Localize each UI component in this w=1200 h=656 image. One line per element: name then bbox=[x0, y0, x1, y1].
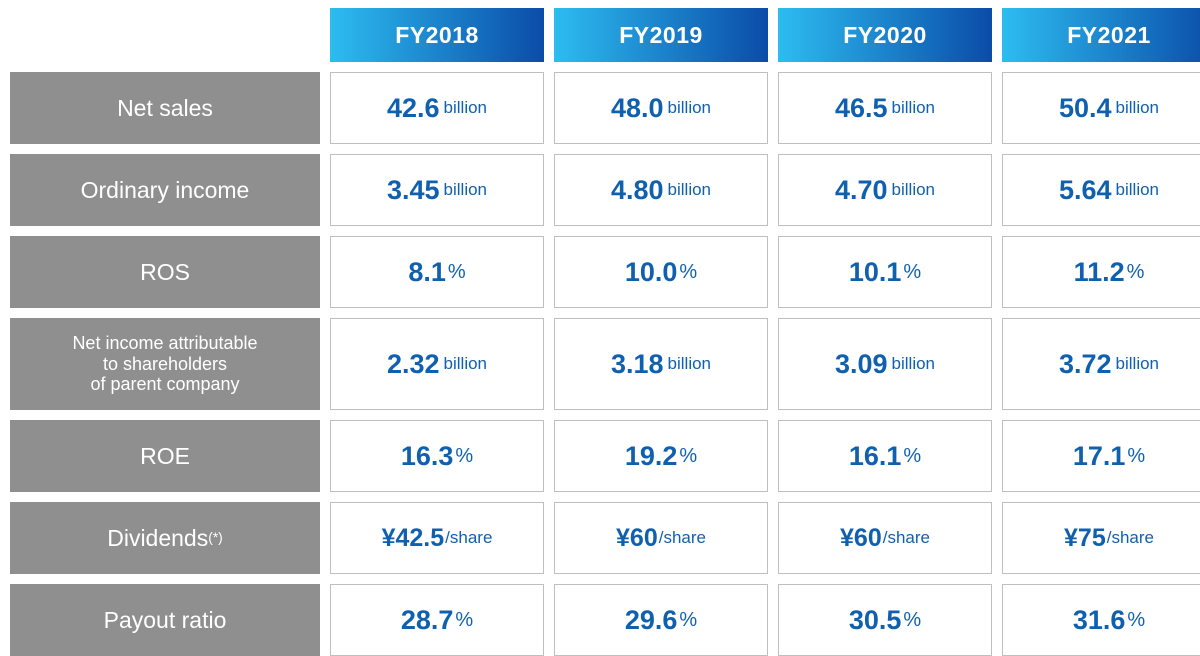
cell-unit: billion bbox=[444, 354, 487, 374]
data-cell: 31.6% bbox=[1002, 584, 1200, 656]
data-cell: 4.80billion bbox=[554, 154, 768, 226]
cell-value: ¥42.5 bbox=[382, 524, 445, 553]
data-cell: 3.72billion bbox=[1002, 318, 1200, 410]
cell-unit: % bbox=[903, 609, 921, 632]
row-header: Net income attributableto shareholdersof… bbox=[10, 318, 320, 410]
cell-value: 5.64 bbox=[1059, 175, 1112, 206]
cell-unit: /share bbox=[883, 528, 930, 548]
cell-value: 8.1 bbox=[408, 257, 446, 288]
cell-value: 4.80 bbox=[611, 175, 664, 206]
data-cell: 3.45billion bbox=[330, 154, 544, 226]
column-header: FY2019 bbox=[554, 8, 768, 62]
data-cell: 3.09billion bbox=[778, 318, 992, 410]
data-cell: 28.7% bbox=[330, 584, 544, 656]
cell-unit: billion bbox=[1116, 98, 1159, 118]
data-cell: ¥75/share bbox=[1002, 502, 1200, 574]
cell-unit: % bbox=[679, 445, 697, 468]
data-cell: 19.2% bbox=[554, 420, 768, 492]
data-cell: ¥60/share bbox=[778, 502, 992, 574]
cell-value: 4.70 bbox=[835, 175, 888, 206]
cell-unit: billion bbox=[1116, 354, 1159, 374]
data-cell: 4.70billion bbox=[778, 154, 992, 226]
cell-unit: % bbox=[903, 445, 921, 468]
cell-value: 29.6 bbox=[625, 605, 678, 636]
cell-unit: billion bbox=[1116, 180, 1159, 200]
cell-unit: % bbox=[903, 261, 921, 284]
cell-unit: % bbox=[679, 609, 697, 632]
data-cell: 5.64billion bbox=[1002, 154, 1200, 226]
cell-value: 17.1 bbox=[1073, 441, 1126, 472]
cell-unit: % bbox=[1127, 609, 1145, 632]
cell-unit: % bbox=[1127, 445, 1145, 468]
row-header: Dividends(*) bbox=[10, 502, 320, 574]
cell-value: ¥75 bbox=[1064, 524, 1106, 553]
cell-value: 28.7 bbox=[401, 605, 454, 636]
cell-unit: billion bbox=[668, 98, 711, 118]
cell-value: 16.1 bbox=[849, 441, 902, 472]
cell-value: 50.4 bbox=[1059, 93, 1112, 124]
cell-value: 48.0 bbox=[611, 93, 664, 124]
cell-unit: % bbox=[455, 445, 473, 468]
row-header: ROS bbox=[10, 236, 320, 308]
cell-value: 2.32 bbox=[387, 349, 440, 380]
cell-value: 16.3 bbox=[401, 441, 454, 472]
column-header: FY2021 bbox=[1002, 8, 1200, 62]
column-header: FY2018 bbox=[330, 8, 544, 62]
data-cell: 46.5billion bbox=[778, 72, 992, 144]
cell-unit: /share bbox=[445, 528, 492, 548]
data-cell: 2.32billion bbox=[330, 318, 544, 410]
row-header: Payout ratio bbox=[10, 584, 320, 656]
data-cell: 10.1% bbox=[778, 236, 992, 308]
cell-unit: billion bbox=[444, 98, 487, 118]
financial-table: FY2018FY2019FY2020FY2021Net sales42.6bil… bbox=[10, 8, 1190, 656]
cell-value: 3.09 bbox=[835, 349, 888, 380]
data-cell: 48.0billion bbox=[554, 72, 768, 144]
data-cell: 3.18billion bbox=[554, 318, 768, 410]
data-cell: 42.6billion bbox=[330, 72, 544, 144]
row-header: ROE bbox=[10, 420, 320, 492]
data-cell: 50.4billion bbox=[1002, 72, 1200, 144]
cell-unit: % bbox=[1127, 261, 1145, 284]
cell-value: 3.45 bbox=[387, 175, 440, 206]
data-cell: 16.3% bbox=[330, 420, 544, 492]
cell-value: 30.5 bbox=[849, 605, 902, 636]
row-header: Net sales bbox=[10, 72, 320, 144]
data-cell: ¥60/share bbox=[554, 502, 768, 574]
cell-unit: billion bbox=[668, 180, 711, 200]
data-cell: ¥42.5/share bbox=[330, 502, 544, 574]
cell-unit: % bbox=[679, 261, 697, 284]
cell-value: 11.2 bbox=[1074, 257, 1125, 288]
cell-value: 10.1 bbox=[849, 257, 902, 288]
cell-value: 46.5 bbox=[835, 93, 888, 124]
data-cell: 8.1% bbox=[330, 236, 544, 308]
data-cell: 11.2% bbox=[1002, 236, 1200, 308]
cell-unit: /share bbox=[659, 528, 706, 548]
cell-value: 42.6 bbox=[387, 93, 440, 124]
cell-value: 3.18 bbox=[611, 349, 664, 380]
column-header: FY2020 bbox=[778, 8, 992, 62]
cell-unit: % bbox=[455, 609, 473, 632]
data-cell: 29.6% bbox=[554, 584, 768, 656]
cell-unit: billion bbox=[892, 180, 935, 200]
table-corner bbox=[10, 8, 320, 62]
cell-unit: billion bbox=[892, 98, 935, 118]
data-cell: 30.5% bbox=[778, 584, 992, 656]
cell-value: 10.0 bbox=[625, 257, 678, 288]
cell-unit: /share bbox=[1107, 528, 1154, 548]
data-cell: 17.1% bbox=[1002, 420, 1200, 492]
cell-value: 19.2 bbox=[625, 441, 678, 472]
cell-value: 3.72 bbox=[1059, 349, 1112, 380]
cell-unit: billion bbox=[892, 354, 935, 374]
cell-value: 31.6 bbox=[1073, 605, 1126, 636]
cell-unit: % bbox=[448, 261, 466, 284]
cell-unit: billion bbox=[444, 180, 487, 200]
cell-unit: billion bbox=[668, 354, 711, 374]
data-cell: 10.0% bbox=[554, 236, 768, 308]
cell-value: ¥60 bbox=[840, 524, 882, 553]
row-header: Ordinary income bbox=[10, 154, 320, 226]
cell-value: ¥60 bbox=[616, 524, 658, 553]
data-cell: 16.1% bbox=[778, 420, 992, 492]
